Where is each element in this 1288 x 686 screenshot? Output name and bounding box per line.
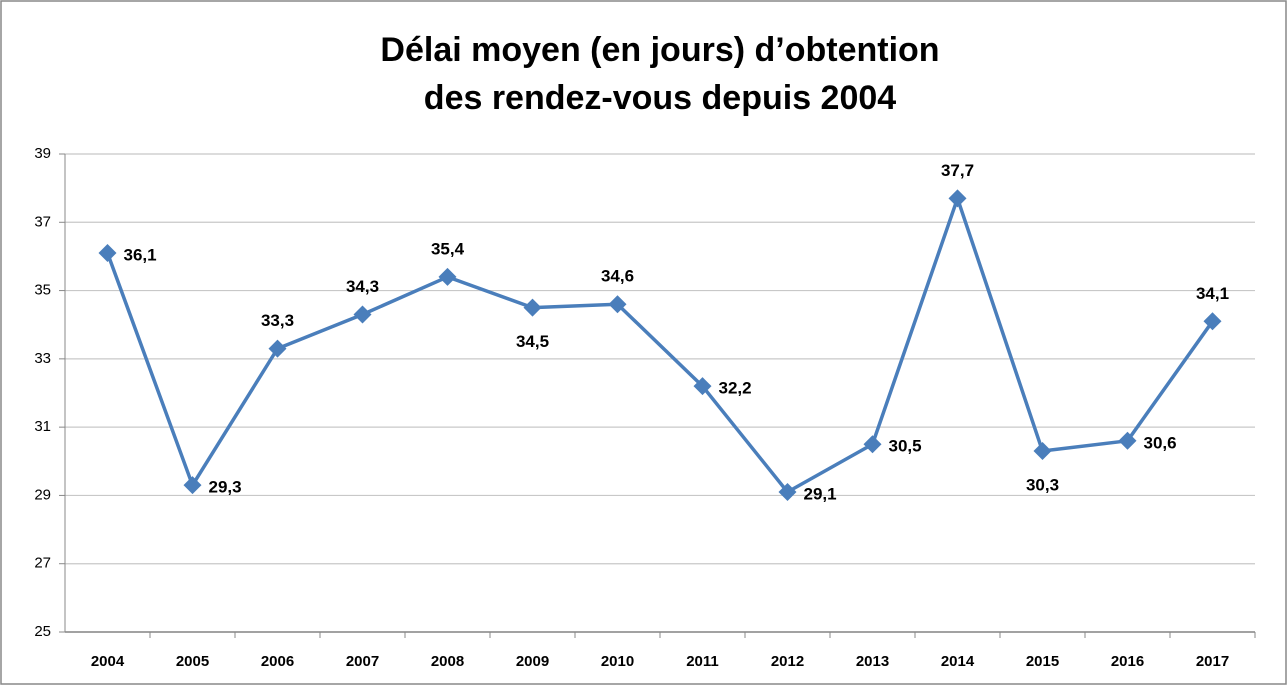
- x-tick-label: 2008: [431, 653, 464, 670]
- data-point: [438, 267, 457, 286]
- y-tick-label: 35: [34, 282, 51, 299]
- data-point: [183, 476, 202, 495]
- data-label: 34,1: [1196, 284, 1229, 303]
- data-point: [353, 305, 372, 324]
- x-tick-label: 2005: [176, 653, 209, 670]
- data-label: 30,5: [889, 437, 922, 456]
- data-line: [105, 196, 1214, 494]
- data-point: [693, 377, 712, 396]
- data-label: 35,4: [431, 239, 465, 258]
- data-point: [778, 483, 797, 502]
- x-tick-label: 2009: [516, 653, 549, 670]
- data-point: [608, 295, 627, 314]
- data-label: 30,6: [1144, 433, 1177, 452]
- data-point: [948, 189, 967, 208]
- data-label: 29,1: [804, 484, 837, 503]
- chart-title: des rendez-vous depuis 2004: [424, 79, 896, 117]
- data-point: [1033, 442, 1052, 461]
- x-tick-label: 2007: [346, 653, 379, 670]
- data-point: [523, 298, 542, 317]
- data-label: 34,6: [601, 267, 634, 286]
- y-tick-label: 31: [34, 418, 51, 435]
- y-tick-label: 39: [34, 145, 51, 162]
- x-tick-label: 2016: [1111, 653, 1144, 670]
- x-tick-label: 2013: [856, 653, 889, 670]
- data-point: [863, 435, 882, 454]
- y-tick-label: 33: [34, 350, 51, 367]
- x-tick-label: 2011: [686, 653, 719, 670]
- data-label: 34,3: [346, 277, 379, 296]
- x-tick-label: 2010: [601, 653, 634, 670]
- x-tick-label: 2014: [941, 653, 975, 670]
- data-label: 30,3: [1026, 476, 1059, 495]
- data-point: [1118, 431, 1137, 450]
- y-tick-label: 25: [34, 623, 51, 640]
- x-tick-label: 2004: [91, 653, 125, 670]
- data-point: [98, 244, 117, 263]
- x-tick-label: 2006: [261, 653, 294, 670]
- data-label: 37,7: [941, 161, 974, 180]
- y-tick-label: 29: [34, 486, 51, 503]
- y-tick-label: 27: [34, 555, 51, 572]
- data-point: [268, 339, 287, 358]
- data-point: [1203, 312, 1222, 331]
- data-label: 29,3: [209, 478, 242, 497]
- data-label: 32,2: [719, 379, 752, 398]
- data-label: 33,3: [261, 311, 294, 330]
- y-tick-label: 37: [34, 213, 51, 230]
- x-tick-label: 2017: [1196, 653, 1229, 670]
- data-label: 34,5: [516, 332, 549, 351]
- x-tick-label: 2015: [1026, 653, 1059, 670]
- data-label: 36,1: [124, 245, 157, 264]
- chart-title: Délai moyen (en jours) d’obtention: [380, 31, 939, 69]
- x-tick-label: 2012: [771, 653, 804, 670]
